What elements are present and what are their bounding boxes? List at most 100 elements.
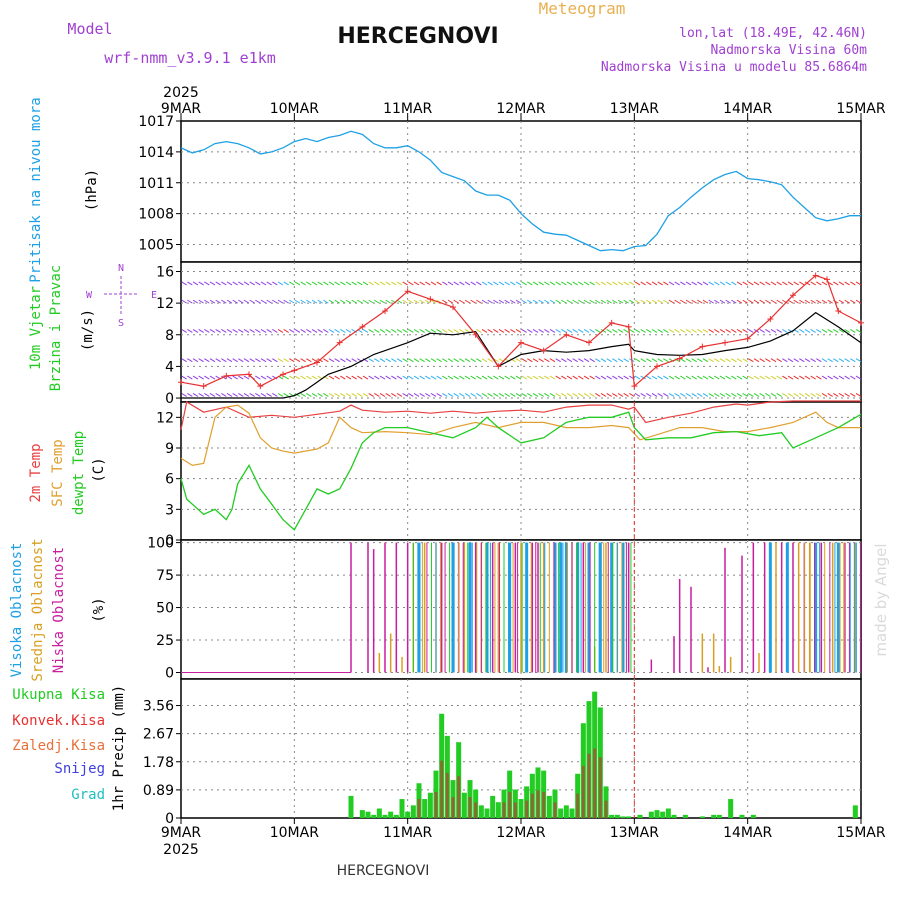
wind-arrow xyxy=(821,393,828,397)
panel-1: 0 4 8 12 16 xyxy=(156,261,864,407)
wind-arrow xyxy=(413,281,420,286)
wind-arrow xyxy=(459,328,465,333)
side-labels: Pritisak na nivou mora (hPa) 10m Vjetar … xyxy=(9,97,157,811)
wind-arrow xyxy=(379,375,386,380)
wind-arrow xyxy=(476,358,482,363)
wind-arrow xyxy=(572,281,578,286)
wind-gust-marker xyxy=(654,363,660,370)
legend-total-rain: Ukupna Kisa xyxy=(12,687,105,703)
wind-arrow xyxy=(725,299,731,304)
wind-arrow xyxy=(357,281,363,286)
wind-arrow xyxy=(855,358,862,363)
wind-arrow xyxy=(748,393,754,397)
bottom-date-label: 14MAR xyxy=(723,825,772,841)
wind-arrow xyxy=(430,375,437,380)
wind-arrow xyxy=(765,375,771,380)
precip-bar xyxy=(648,811,654,818)
wind-arrow xyxy=(793,299,799,304)
wind-arrow xyxy=(447,375,454,380)
wind-arrow xyxy=(192,375,199,380)
wind-arrow xyxy=(668,328,675,333)
wind-arrow xyxy=(181,358,187,363)
wind-arrow xyxy=(192,358,199,363)
wind-arrow xyxy=(821,299,828,304)
wind-arrow xyxy=(192,281,199,286)
bottom-date-label: 12MAR xyxy=(496,825,545,841)
wind-arrow xyxy=(714,281,720,286)
wind-gust-marker xyxy=(518,339,524,346)
wind-arrow xyxy=(838,299,845,304)
wind-arrow xyxy=(691,375,697,380)
wind-arrow xyxy=(396,358,403,363)
wind-arrow xyxy=(419,393,425,397)
wind-arrow xyxy=(476,393,482,397)
compass-s: S xyxy=(118,318,124,329)
wind-arrow xyxy=(799,375,805,380)
precip-bar xyxy=(716,814,722,818)
wind-arrow xyxy=(844,358,850,363)
wind-arrow xyxy=(289,375,295,380)
wind-arrow xyxy=(793,281,799,286)
precip-bar xyxy=(660,811,666,818)
wind-arrow xyxy=(833,393,839,397)
wind-arrow xyxy=(742,393,748,397)
wind-arrow xyxy=(340,281,346,286)
wind-arrow xyxy=(680,375,686,380)
wind-arrow xyxy=(634,281,641,286)
temp2m-title: 2m Temp xyxy=(28,443,44,502)
wind-arrow xyxy=(221,358,227,363)
wind-arrow xyxy=(323,328,329,333)
wind-arrow xyxy=(595,358,601,363)
wind-arrow xyxy=(702,358,709,363)
wind-arrow xyxy=(209,393,216,397)
wind-arrow xyxy=(657,375,663,380)
wind-arrow xyxy=(646,358,652,363)
wind-arrow xyxy=(816,375,822,380)
wind-arrow xyxy=(419,299,425,304)
precip-bar xyxy=(558,808,564,818)
wind-arrow xyxy=(204,281,210,286)
wind-arrow xyxy=(198,358,204,363)
wind-arrow xyxy=(470,358,476,363)
wind-arrow xyxy=(289,328,295,333)
y-tick-label: 0 xyxy=(165,391,174,407)
wind-arrow xyxy=(793,375,799,380)
cloud-low-title: Niska Oblacnost xyxy=(51,547,67,673)
wind-gust-marker xyxy=(744,335,751,342)
wind-arrow xyxy=(810,375,816,380)
wind-arrow xyxy=(204,328,210,333)
wind-arrow xyxy=(334,358,340,363)
wind-arrow xyxy=(770,375,777,380)
precip-bar xyxy=(546,795,552,818)
wind-arrow xyxy=(345,358,352,363)
wind-arrow xyxy=(844,393,850,397)
wind-arrow xyxy=(430,358,437,363)
wind-arrow xyxy=(793,393,799,397)
wind-arrow xyxy=(436,281,442,286)
wind-arrow xyxy=(255,358,261,363)
wind-arrow xyxy=(606,375,612,380)
wind-arrow xyxy=(385,358,391,363)
wind-arrow xyxy=(793,358,799,363)
wind-arrow xyxy=(323,358,329,363)
wind-arrow xyxy=(640,281,646,286)
wind-arrow xyxy=(646,375,652,380)
wind-arrow xyxy=(640,393,646,397)
wind-arrow xyxy=(606,328,612,333)
wind-arrow xyxy=(663,281,669,286)
wind-arrow xyxy=(255,281,261,286)
wind-arrow xyxy=(277,299,284,304)
y-tick-label: 100 xyxy=(147,536,174,552)
wind-arrow xyxy=(481,375,488,380)
wind-arrow xyxy=(583,393,590,397)
wind-arrow xyxy=(464,393,471,397)
panels: 1005 1008 1011 1014 1017 0 4 8 12 16 0 3 6 9 12 0 25 50 75… xyxy=(138,114,864,827)
wind-arrow xyxy=(442,375,448,380)
wind-arrow xyxy=(243,393,250,397)
wind-arrow xyxy=(549,281,556,286)
wind-arrow xyxy=(249,281,255,286)
wind-arrow xyxy=(226,281,233,286)
wind-arrow xyxy=(725,281,731,286)
precip-bar xyxy=(388,811,394,818)
wind-gust-marker xyxy=(257,383,264,390)
